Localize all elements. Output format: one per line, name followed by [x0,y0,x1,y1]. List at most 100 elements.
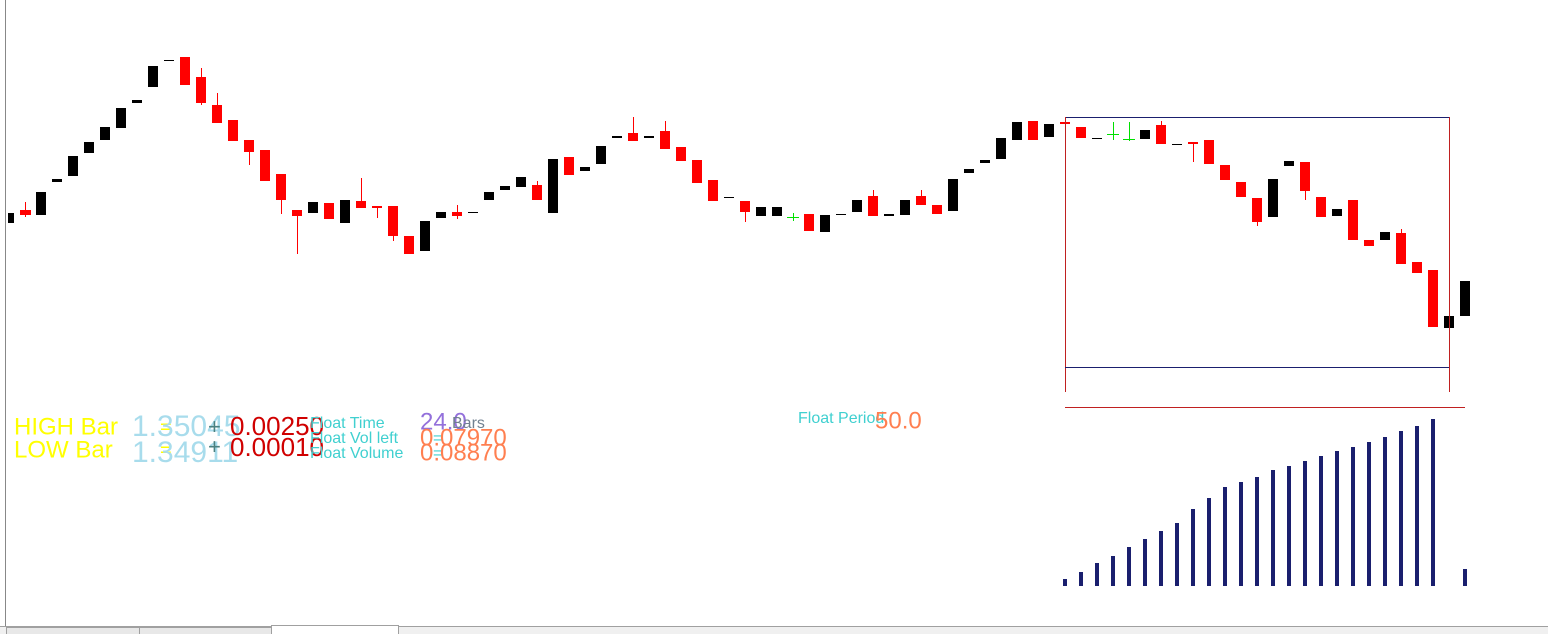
volume-bar [1191,509,1195,586]
candle [132,100,142,103]
volume-bar [1335,451,1339,586]
candle [1364,240,1374,246]
volume-bar [1271,470,1275,586]
volume-bar [1319,456,1323,586]
candle [644,136,654,138]
volume-bar [1303,461,1307,586]
high-plus: + [208,414,221,439]
candle [676,147,686,161]
volume-bar [1415,426,1419,586]
volume-bar [1143,539,1147,586]
volume-bar [1095,563,1099,586]
float-vol-left-value: 0.07970 [420,424,507,451]
candle [740,201,750,212]
volume-bar [1207,498,1211,586]
high-delta: 0.00250 [230,411,324,441]
candle [1412,262,1422,273]
float-box [1065,117,1465,408]
candle [84,142,94,153]
candle [1380,232,1390,240]
volume-bar [1367,442,1371,586]
candle [724,197,734,198]
candle [1460,281,1470,316]
float-time-label: Float Time [310,415,385,432]
candle [1188,142,1198,144]
volume-bar [1399,431,1403,586]
volume-bars [1063,419,1467,586]
candle [1172,144,1182,145]
candle [820,215,830,232]
candle [1220,165,1230,180]
candle [548,159,558,213]
volume-bar [1111,556,1115,586]
candle [868,196,878,216]
candle [148,66,158,87]
candle [1268,179,1278,217]
high-eq: = [160,416,172,438]
candle [1156,125,1166,144]
low-price: 1.34911 [132,436,238,469]
volume-bar [1255,477,1259,586]
info-labels: HIGH Bar = 1.35045 + 0.00250 LOW Bar = 1… [14,407,922,469]
candle [356,201,366,208]
float-volume-value: 0.08870 [420,439,507,466]
candle [708,180,718,201]
candle [692,160,702,183]
volume-bar [1079,572,1083,586]
candle [516,177,526,187]
tab-active[interactable] [271,625,399,634]
candle [1300,162,1310,191]
candle [420,221,430,251]
candle [1428,270,1438,327]
candle [164,60,174,61]
candle [276,174,286,200]
candle [388,206,398,236]
candle [340,200,350,223]
tab-bar [0,625,1548,634]
candle [1044,124,1054,137]
candle [1236,182,1246,197]
candle [1332,209,1342,216]
candle [1092,138,1102,139]
candle [964,169,974,173]
candle [1316,197,1326,217]
candle [532,185,542,200]
candle [596,146,606,164]
candle [900,200,910,215]
candle [660,131,670,149]
candle [52,179,62,182]
volume-bar [1287,466,1291,586]
tab[interactable] [139,627,272,634]
candle [308,202,318,213]
float-period-value: 50.0 [875,407,922,434]
tab[interactable] [6,627,140,634]
candle [580,167,590,171]
volume-bar [1463,569,1467,586]
candle [100,127,110,140]
low-delta: 0.00010 [230,432,324,462]
candle [36,192,46,215]
candle [772,207,782,216]
candle [1284,161,1294,166]
candle [980,160,990,163]
volume-bar [1431,419,1435,586]
candle [1348,200,1358,240]
tab-strip [0,626,1548,634]
float-volume-eq: = [433,445,442,462]
low-eq: = [160,439,172,461]
candle [292,210,302,216]
candle [916,196,926,205]
candle [212,105,222,123]
volume-bar [1127,547,1131,586]
candle [20,210,31,215]
candle [68,156,78,176]
float-time-value: 24.0 [420,408,467,435]
candle [180,57,190,85]
candle [1076,127,1086,138]
candle [804,214,814,231]
candle [996,138,1006,159]
candle [852,200,862,212]
candle [372,206,382,208]
volume-bar [1159,531,1163,586]
